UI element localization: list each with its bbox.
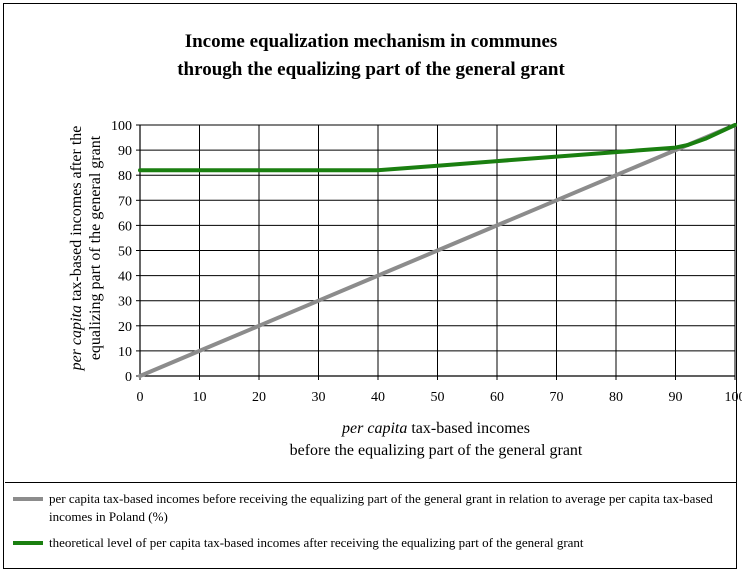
y-tick-label: 100 xyxy=(111,119,132,134)
legend-label-after: theoretical level of per capita tax-base… xyxy=(49,534,735,552)
x-tick-label: 50 xyxy=(431,390,445,405)
x-tick-label: 70 xyxy=(550,390,564,405)
x-tick-label: 0 xyxy=(137,390,144,405)
x-axis-label-italic: per capita xyxy=(342,420,407,437)
y-axis-label: per capita tax-based incomes after the e… xyxy=(67,113,105,383)
y-tick-label: 10 xyxy=(118,345,132,360)
y-tick-label: 0 xyxy=(125,370,132,385)
x-tick-label: 100 xyxy=(725,390,742,405)
x-axis-label: per capita tax-based incomes before the … xyxy=(136,418,736,462)
y-tick-label: 80 xyxy=(118,169,132,184)
y-tick-label: 30 xyxy=(118,295,132,310)
y-tick-label: 40 xyxy=(118,270,132,285)
x-tick-label: 30 xyxy=(312,390,326,405)
x-tick-label: 60 xyxy=(490,390,504,405)
y-tick-label: 70 xyxy=(118,194,132,209)
legend-item-after: theoretical level of per capita tax-base… xyxy=(13,534,735,552)
legend-swatch-grey xyxy=(13,497,43,501)
y-tick-label: 90 xyxy=(118,144,132,159)
x-axis-label-line-2: before the equalizing part of the genera… xyxy=(136,440,736,462)
x-tick-label: 10 xyxy=(193,390,207,405)
legend-label-before: per capita tax-based incomes before rece… xyxy=(49,490,735,526)
legend-item-before: per capita tax-based incomes before rece… xyxy=(13,490,735,526)
y-axis-label-italic: per capita xyxy=(68,305,85,370)
x-tick-label: 40 xyxy=(371,390,385,405)
x-tick-label: 80 xyxy=(609,390,623,405)
x-axis-label-text: tax-based incomes xyxy=(411,420,530,437)
legend-swatch-green xyxy=(13,541,43,545)
x-tick-label: 20 xyxy=(252,390,266,405)
y-tick-label: 50 xyxy=(118,245,132,260)
x-tick-label: 90 xyxy=(669,390,683,405)
legend: per capita tax-based incomes before rece… xyxy=(5,482,737,568)
y-tick-label: 20 xyxy=(118,320,132,335)
y-tick-label: 60 xyxy=(118,219,132,234)
